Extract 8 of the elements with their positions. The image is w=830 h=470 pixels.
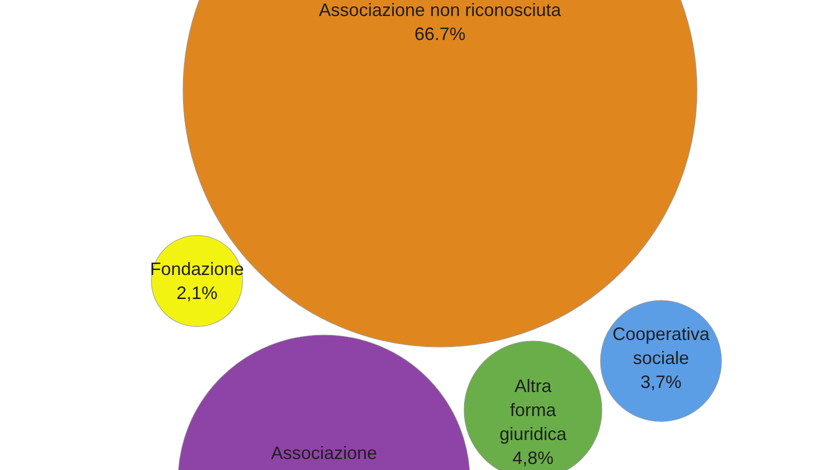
data-label: 4,8% <box>512 448 554 468</box>
category-label: Associazione <box>270 443 378 463</box>
category-label: Associazione non riconosciuta <box>318 0 562 20</box>
data-label: 66.7% <box>414 24 466 44</box>
category-label: Cooperativa sociale <box>612 324 711 368</box>
data-label: 3,7% <box>640 372 682 392</box>
category-label: Altra forma giuridica <box>499 376 568 444</box>
data-label: 2,1% <box>176 283 218 303</box>
